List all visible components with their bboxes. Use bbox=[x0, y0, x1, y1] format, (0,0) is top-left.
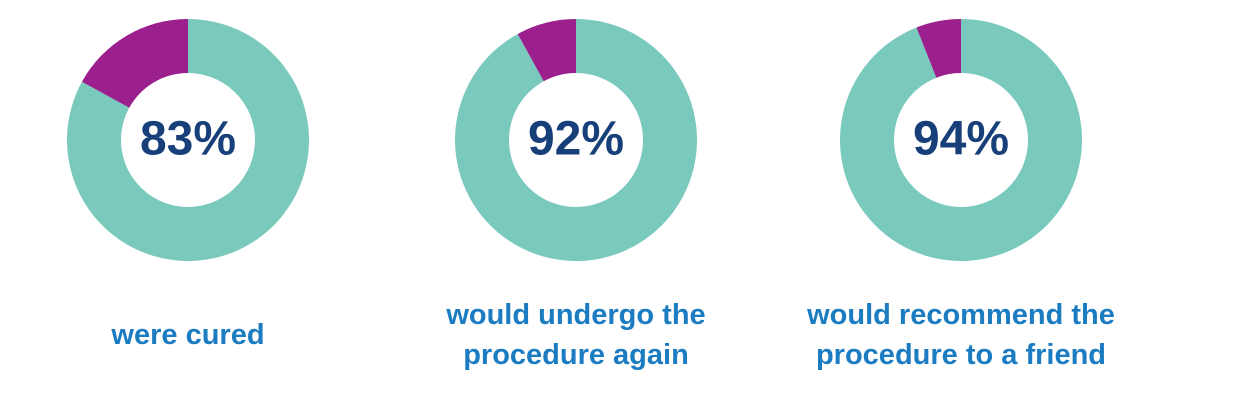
caption: would undergo the procedure again bbox=[446, 299, 706, 371]
center-label: 83% bbox=[140, 113, 236, 166]
donut-segment bbox=[916, 19, 961, 78]
caption: were cured bbox=[111, 319, 265, 351]
donut-segment bbox=[66, 19, 309, 261]
center-label: 94% bbox=[913, 113, 1009, 166]
center-label: 92% bbox=[528, 113, 624, 166]
donut-segment bbox=[81, 19, 188, 108]
donut-segment bbox=[517, 19, 576, 82]
donut-segment bbox=[840, 19, 1082, 261]
donut-segment bbox=[455, 19, 697, 262]
caption: would recommend the procedure to a frien… bbox=[807, 299, 1115, 371]
